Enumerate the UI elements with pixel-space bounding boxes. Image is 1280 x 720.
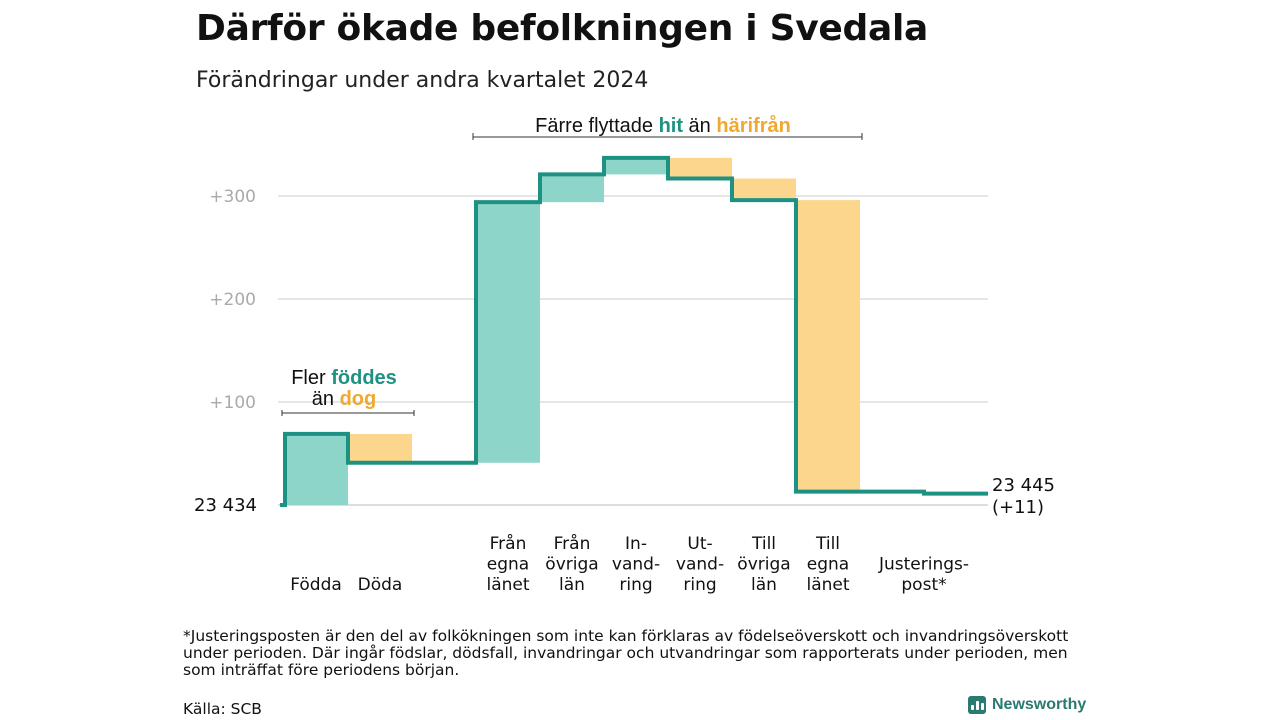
chart-title: Därför ökade befolkningen i Svedala	[196, 8, 928, 49]
category-label: Födda	[290, 575, 342, 595]
start-value-label: 23 434	[194, 495, 257, 516]
category-label: In-vand-ring	[612, 534, 660, 595]
category-label: Till övriga län	[737, 534, 790, 595]
bar-utvandring	[668, 157, 732, 179]
end-change-label: (+11)	[992, 497, 1044, 518]
category-label: Från övriga län	[545, 533, 598, 595]
end-value-label: 23 445	[992, 475, 1055, 496]
category-label: Från egna länet	[486, 533, 529, 595]
bar-invandring	[604, 157, 668, 175]
footnote: *Justeringsposten är den del av folkökni…	[183, 627, 1069, 679]
annotation-migration: Färre flyttade hit än härifrån	[535, 114, 791, 137]
running-total-line	[280, 155, 988, 507]
brand-logo: Newsworthy	[968, 696, 1086, 714]
category-label: Ut-vand-ring	[676, 534, 724, 595]
category-label: Till egna länet	[806, 534, 849, 595]
annotation-bracket-births	[281, 410, 415, 416]
annotation-births-deaths: Fler föddes än dog	[291, 367, 397, 410]
bar-födda	[285, 433, 348, 505]
bar-från-egna-länet	[476, 202, 540, 463]
bar-till-övriga-län	[732, 178, 796, 201]
annotation-bracket-migration	[472, 133, 863, 140]
category-label: Döda	[358, 575, 403, 595]
y-tick-label: +300	[209, 187, 256, 207]
category-label: Justerings-post*	[878, 555, 969, 596]
y-tick-label: +200	[209, 290, 256, 310]
y-tick-label: +100	[209, 393, 256, 413]
bar-till-egna-länet	[796, 200, 860, 492]
bar-chart-icon	[968, 696, 986, 714]
bar-från-övriga-län	[540, 174, 604, 203]
bar-döda	[348, 433, 412, 463]
source-label: Källa: SCB	[183, 700, 262, 718]
chart-subtitle: Förändringar under andra kvartalet 2024	[196, 68, 649, 93]
brand-name: Newsworthy	[992, 696, 1087, 713]
